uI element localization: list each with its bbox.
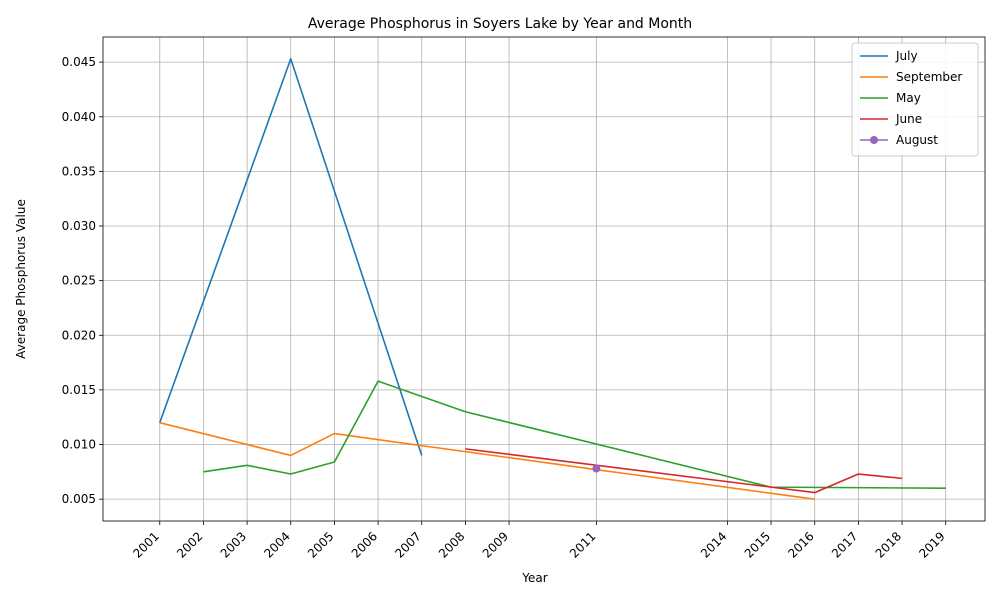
y-tick-label: 0.035 xyxy=(62,164,96,178)
legend-item: September xyxy=(860,70,962,84)
series-line-may xyxy=(203,380,946,490)
series-august xyxy=(592,464,601,473)
x-tick-label: 2006 xyxy=(349,529,380,560)
series-line-july xyxy=(159,58,423,456)
x-tick-label: 2014 xyxy=(698,529,729,560)
series-line-june xyxy=(465,448,903,494)
series-september xyxy=(159,421,815,500)
series-may xyxy=(203,380,946,490)
x-tick-label: 2001 xyxy=(130,529,161,560)
x-tick-label: 2008 xyxy=(436,529,467,560)
x-tick-label: 2017 xyxy=(829,529,860,560)
x-tick-label: 2004 xyxy=(261,529,292,560)
legend-item: June xyxy=(860,112,922,126)
legend-box xyxy=(851,42,979,157)
legend-label: September xyxy=(896,70,962,84)
x-tick-label: 2005 xyxy=(305,529,336,560)
x-tick-label: 2002 xyxy=(174,529,205,560)
x-tick-label: 2007 xyxy=(392,529,423,560)
y-tick-label: 0.025 xyxy=(62,274,96,288)
y-axis-label: Average Phosphorus Value xyxy=(14,199,28,359)
x-tick-label: 2018 xyxy=(873,529,904,560)
x-tick-label: 2011 xyxy=(567,529,598,560)
x-tick-label: 2003 xyxy=(218,529,249,560)
x-axis-ticks: 2001 2002 2003 2004 2005 2006 2007 2008 2009 2011… xyxy=(130,521,948,561)
legend-label: June xyxy=(895,112,922,126)
legend-item: July xyxy=(860,49,918,63)
y-tick-label: 0.020 xyxy=(62,328,96,342)
data-point-august xyxy=(592,464,601,473)
legend-item: May xyxy=(860,91,921,105)
legend: July September May June August xyxy=(851,42,979,157)
y-tick-label: 0.030 xyxy=(62,219,96,233)
legend-label: July xyxy=(895,49,918,63)
x-tick-label: 2016 xyxy=(785,529,816,560)
chart-title: Average Phosphorus in Soyers Lake by Yea… xyxy=(308,16,692,32)
y-tick-label: 0.015 xyxy=(62,383,96,397)
legend-marker xyxy=(870,136,878,144)
legend-label: May xyxy=(896,91,921,105)
series-july xyxy=(159,58,423,456)
x-tick-label: 2009 xyxy=(480,529,511,560)
y-axis-ticks: 0.005 0.010 0.015 0.020 0.025 0.030 0.035 0.040… xyxy=(62,55,103,506)
plot-frame xyxy=(102,36,986,522)
x-tick-label: 2019 xyxy=(916,529,947,560)
series-layer xyxy=(159,58,946,500)
legend-item: August xyxy=(860,133,938,147)
y-tick-label: 0.045 xyxy=(62,55,96,69)
x-tick-label: 2015 xyxy=(742,529,773,560)
grid xyxy=(103,37,985,521)
series-june xyxy=(465,448,903,494)
y-tick-label: 0.005 xyxy=(62,492,96,506)
legend-label: August xyxy=(896,133,938,147)
x-axis-label: Year xyxy=(521,571,547,585)
series-line-september xyxy=(159,421,815,500)
y-tick-label: 0.010 xyxy=(62,438,96,452)
y-tick-label: 0.040 xyxy=(62,110,96,124)
